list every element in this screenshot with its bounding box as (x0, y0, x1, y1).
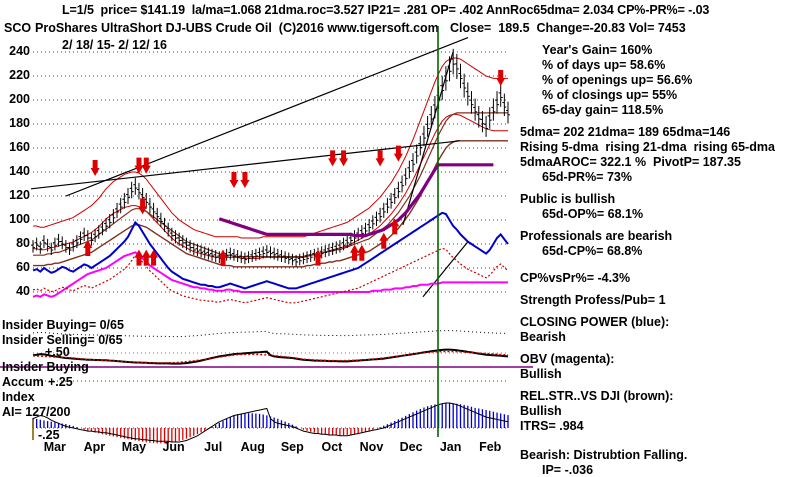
itrs-value: ITRS= .984 (520, 419, 584, 433)
obv-line (32, 251, 508, 298)
insider-buying-label: Insider Buying (2, 360, 89, 374)
x-axis-tick: Jul (204, 440, 223, 454)
accumulation-pane (0, 247, 533, 368)
professionals-status: Professionals are bearish (520, 229, 673, 243)
ticker-symbol: SCO (4, 21, 32, 35)
y-axis-tick: 200 (9, 92, 30, 106)
closing-power-value: Bearish (520, 330, 566, 344)
analysis-panel: Year's Gain= 160% % of days up= 58.6% % … (520, 43, 800, 476)
price-chart[interactable] (0, 0, 800, 457)
ip-value: IP= -.036 (542, 463, 594, 477)
y-axis-tick: 100 (9, 212, 30, 226)
bearish-note: Bearish: Distrubtion Falling. (520, 448, 688, 462)
x-axis-tick: Jan (439, 440, 462, 454)
closing-power-line (32, 211, 509, 290)
x-axis-tick: Aug (240, 440, 265, 454)
y-axis-tick: 220 (9, 68, 30, 82)
x-axis-tick: Jun (162, 440, 185, 454)
x-axis-tick: Oct (321, 440, 343, 454)
aroc-pivot: 5dmaAROC= 322.1 % PivotP= 187.35 (520, 155, 741, 169)
plus-25-label: +.25 (48, 375, 73, 389)
x-axis-tick: Sep (280, 440, 304, 454)
pct-openings-up: % of openings up= 56.6% (542, 73, 693, 87)
pct-closings-up: % of closings up= 55% (542, 88, 678, 102)
moving-average-65dma (218, 163, 494, 238)
y-axis-tick: 180 (9, 116, 30, 130)
trendlines (30, 37, 469, 298)
minus-25-label: -.25 (38, 428, 60, 442)
header-stats-line: L=1/5 price= $141.19 la/ma=1.068 21dma.r… (62, 3, 710, 17)
y-axis-tick: 40 (16, 284, 30, 298)
cursor-line[interactable] (32, 26, 439, 440)
public-status: Public is bullish (520, 192, 616, 206)
cp65-value: 65d-CP%= 68.8% (542, 244, 643, 258)
x-axis-tick: Apr (83, 440, 106, 454)
plus-50-label: +.50 (45, 345, 70, 359)
y-axis-tick: 80 (16, 236, 30, 250)
y-axis-tick: 240 (9, 44, 30, 58)
pct-days-up: % of days up= 58.6% (542, 58, 666, 72)
y-axis-tick: 160 (9, 140, 30, 154)
relstr-title: REL.STR..VS DJI (brown): (520, 389, 674, 403)
years-gain: Year's Gain= 160% (542, 43, 653, 57)
cp-vs-pr: CP%vsPr%= -4.3% (520, 271, 631, 285)
y-axis-tick: 140 (9, 164, 30, 178)
x-axis-tick: May (121, 440, 147, 454)
relstr-value: Bullish (520, 404, 562, 418)
op65-value: 65d-OP%= 68.1% (542, 207, 644, 221)
ai-index-pane (32, 402, 509, 444)
obv-title: OBV (magenta): (520, 352, 615, 366)
insider-selling-count: Insider Selling= 0/65 (2, 333, 123, 347)
closing-power-title: CLOSING POWER (blue): (520, 315, 670, 329)
x-axis-tick: Dec (399, 440, 423, 454)
gain-65day: 65-day gain= 118.5% (542, 103, 664, 117)
x-axis-tick: Feb (479, 440, 502, 454)
date-range: 2/ 18/ 15- 2/ 12/ 16 (62, 38, 167, 52)
ai-reading-label: AI= 127/200 (2, 405, 71, 419)
accum-label: Accum (2, 375, 44, 389)
price-bars (31, 48, 510, 267)
obv-value: Bullish (520, 367, 562, 381)
insider-buying-count: Insider Buying= 0/65 (2, 318, 124, 332)
index-label: Index (2, 390, 35, 404)
x-axis-tick: Mar (43, 440, 66, 454)
quote-summary: Close= 189.5 Change=-20.83 Vol= 7453 (450, 21, 686, 35)
dma-values: 5dma= 202 21dma= 189 65dma=146 (520, 125, 731, 139)
y-axis-tick: 60 (16, 260, 30, 274)
dma-rising-status: Rising 5-dma rising 21-dma rising 65-dma (520, 140, 775, 154)
y-axis-tick: 120 (9, 188, 30, 202)
pr65-value: 65d-PR%= 73% (542, 170, 632, 184)
strength-ratio: Strength Profess/Pub= 1 (520, 293, 666, 307)
signal-arrows (83, 70, 506, 266)
x-axis-tick: Nov (359, 440, 384, 454)
company-name: ProShares UltraShort DJ-UBS Crude Oil (C… (35, 21, 439, 35)
